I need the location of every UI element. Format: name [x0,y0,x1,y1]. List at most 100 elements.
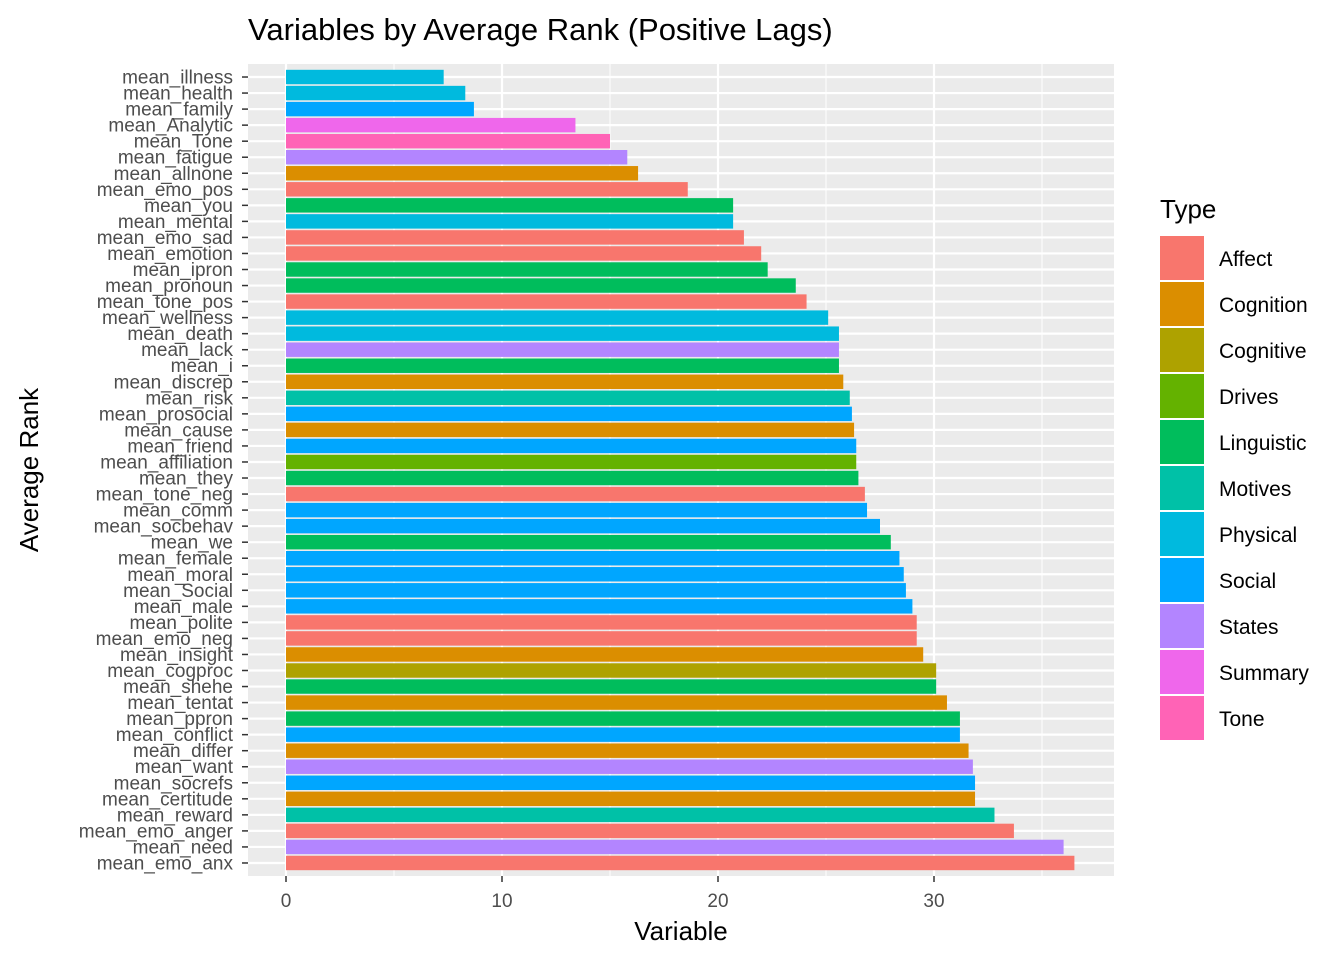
bar [286,198,734,213]
bar [286,534,891,550]
legend-label: Drives [1219,386,1279,409]
y-tick-label: mean_ipron [133,260,233,281]
y-tick-label: mean_conflict [116,725,234,746]
y-tick-label: mean_they [139,469,234,490]
y-tick-label: mean_male [134,597,233,618]
x-tick-label: 20 [707,891,728,912]
bar [286,791,976,807]
x-tick-label: 30 [923,891,944,912]
y-axis-title: Average Rank [14,387,44,552]
bar [286,230,744,245]
y-tick-labels: mean_illnessmean_healthmean_familymean_A… [79,68,248,874]
y-tick-label: mean_differ [133,741,234,762]
bar [286,502,868,518]
legend-label: Cognitive [1219,340,1307,363]
bar [286,759,973,774]
legend-label: Cognition [1219,294,1308,317]
bar [286,839,1064,855]
y-tick-label: mean_insight [120,645,234,666]
x-tick-labels: 0 10 20 30 [281,876,945,912]
y-tick-label: mean_emo_neg [96,629,233,650]
bar [286,823,1014,839]
bar [286,342,839,357]
y-tick-label: mean_affiliation [100,452,233,473]
y-tick-label: mean_female [118,549,233,570]
y-tick-label: mean_Social [123,581,233,602]
y-tick-label: mean_i [171,356,233,377]
bar [286,262,768,277]
bar [286,406,852,422]
bar [286,855,1075,871]
legend-swatch [1160,420,1204,464]
legend-swatch [1160,282,1204,326]
y-tick-label: mean_moral [127,565,233,586]
y-tick-label: mean_emotion [107,244,233,265]
y-tick-label: mean_emo_anger [79,821,234,842]
y-tick-label: mean_tone_neg [96,485,233,506]
y-tick-label: mean_discrep [114,372,233,393]
bar [286,647,924,662]
legend-label: Physical [1219,524,1297,547]
y-tick-label: mean_family [125,100,233,121]
bar [286,583,906,598]
y-tick-label: mean_certitude [102,789,233,810]
legend-swatch [1160,558,1204,602]
bar [286,214,734,229]
legend-swatch [1160,374,1204,418]
bar [286,551,900,566]
bar [286,390,850,406]
y-tick-label: mean_reward [117,805,233,826]
y-tick-label: mean_ppron [126,709,233,730]
bar [286,695,947,710]
legend-swatch [1160,604,1204,648]
y-tick-label: mean_health [123,84,233,105]
bar [286,454,857,470]
bar [286,246,762,261]
y-tick-label: mean_emo_pos [97,180,233,201]
legend-label: Linguistic [1219,432,1307,455]
bar [286,133,610,149]
bar [286,117,576,133]
y-tick-label: mean_shehe [123,677,233,698]
y-tick-label: mean_cause [124,420,233,441]
bar [286,358,839,373]
y-tick-label: mean_you [144,196,233,217]
legend-label: Tone [1219,708,1265,731]
legend-label: Summary [1219,662,1309,685]
legend-label: Affect [1219,248,1272,271]
bar [286,743,969,758]
y-tick-label: mean_cogproc [107,661,233,682]
bar [286,278,796,293]
legend-swatch [1160,328,1204,372]
bars [286,69,1075,871]
legend-swatch [1160,512,1204,556]
y-tick-label: mean_Tone [134,132,233,153]
legend-label: Motives [1219,478,1291,501]
bar [286,374,844,389]
bar [286,727,960,742]
legend-label: States [1219,616,1279,639]
bar [286,166,639,181]
y-tick-label: mean_emo_sad [97,228,233,249]
bar [286,775,976,790]
bar [286,182,688,197]
y-tick-label: mean_want [135,757,234,778]
x-tick-label: 0 [281,891,292,912]
legend-swatch [1160,466,1204,510]
y-tick-label: mean_wellness [102,308,233,329]
x-axis-title: Variable [634,916,727,946]
bar [286,679,937,694]
y-tick-label: mean_we [151,533,233,554]
legend-swatch [1160,236,1204,280]
bar [286,294,807,309]
y-tick-label: mean_emo_anx [97,853,234,874]
y-tick-label: mean_fatigue [118,148,233,169]
bar [286,85,466,101]
y-tick-label: mean_tone_pos [97,292,233,313]
bar [286,422,855,438]
bar [286,663,937,678]
bar [286,101,474,117]
bar [286,631,917,646]
